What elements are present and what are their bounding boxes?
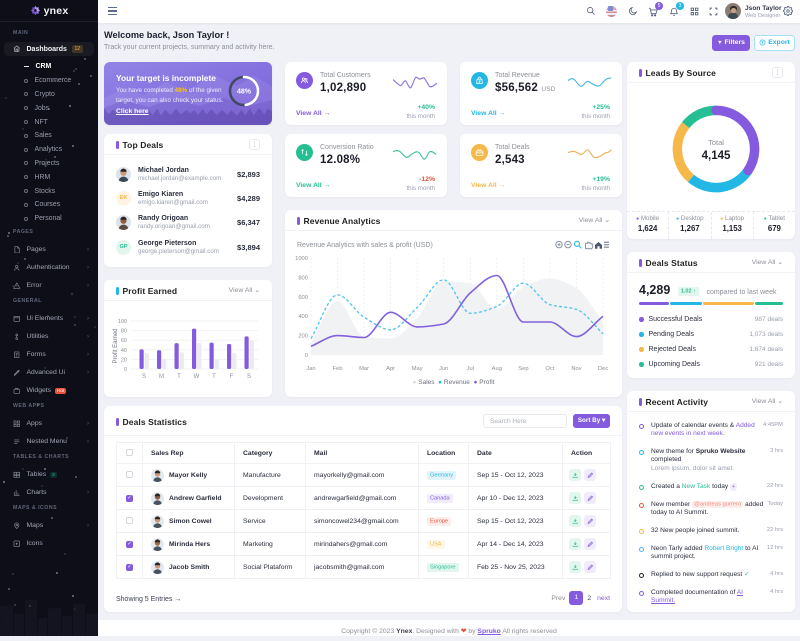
svg-text:F: F <box>230 374 234 380</box>
svg-text:S: S <box>142 374 146 380</box>
svg-text:M: M <box>159 374 164 380</box>
svg-text:40: 40 <box>121 348 127 354</box>
svg-text:May: May <box>412 366 423 372</box>
svg-text:Apr: Apr <box>386 366 395 372</box>
svg-text:4,145: 4,145 <box>702 150 731 162</box>
svg-text:Jun: Jun <box>439 366 448 372</box>
svg-text:Feb: Feb <box>333 366 343 372</box>
svg-text:Aug: Aug <box>492 366 502 372</box>
svg-text:0: 0 <box>124 367 127 373</box>
svg-text:T: T <box>212 374 216 380</box>
svg-text:800: 800 <box>298 275 308 281</box>
svg-text:100: 100 <box>118 319 127 325</box>
svg-text:200: 200 <box>298 334 308 340</box>
svg-text:20: 20 <box>121 357 127 363</box>
svg-text:T: T <box>177 374 181 380</box>
svg-text:Jan: Jan <box>306 366 315 372</box>
svg-text:Oct: Oct <box>545 366 554 372</box>
svg-text:Jul: Jul <box>467 366 474 372</box>
svg-text:0: 0 <box>305 353 308 359</box>
svg-text:400: 400 <box>298 314 308 320</box>
svg-text:1000: 1000 <box>295 256 308 262</box>
svg-text:Nov: Nov <box>571 366 581 372</box>
svg-text:600: 600 <box>298 295 308 301</box>
svg-text:60: 60 <box>121 338 127 344</box>
svg-text:Mar: Mar <box>359 366 369 372</box>
svg-text:Sep: Sep <box>518 366 528 372</box>
svg-text:Profit Earned: Profit Earned <box>113 328 119 363</box>
svg-text:48%: 48% <box>237 89 252 96</box>
svg-text:W: W <box>194 374 200 380</box>
svg-text:80: 80 <box>121 329 127 335</box>
svg-text:Dec: Dec <box>598 366 608 372</box>
svg-text:Total: Total <box>708 138 724 147</box>
svg-text:S: S <box>247 374 251 380</box>
